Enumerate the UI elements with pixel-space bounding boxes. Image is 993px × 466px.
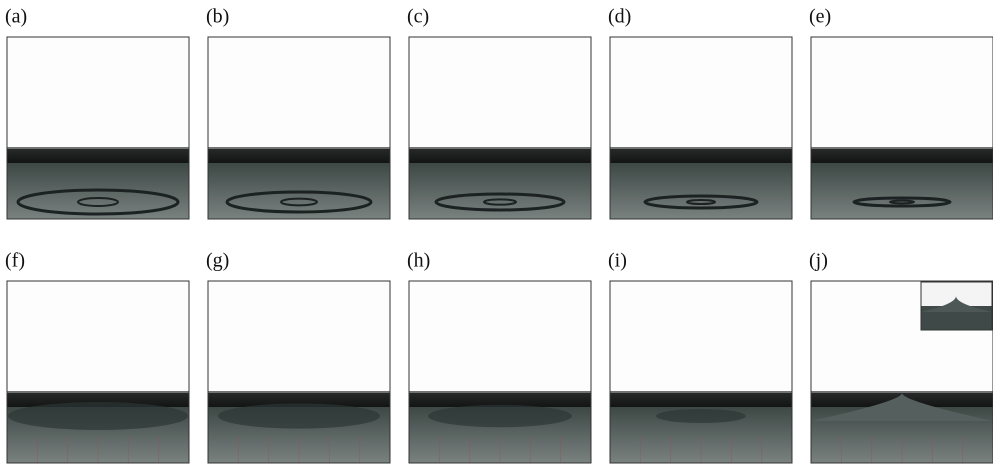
panel-image xyxy=(609,36,793,220)
panel-label: (h) xyxy=(407,250,430,272)
panel-border xyxy=(6,36,190,220)
panel-border xyxy=(810,36,993,220)
panel-image xyxy=(408,280,592,464)
ripple xyxy=(643,194,759,210)
panel-label: (g) xyxy=(206,250,229,272)
panel-image xyxy=(6,280,190,464)
jet-peak xyxy=(811,393,993,421)
panel-image xyxy=(408,36,592,220)
panel-border xyxy=(207,36,391,220)
ripple-inner xyxy=(889,199,915,205)
panel-border xyxy=(810,280,993,464)
inset-peak xyxy=(921,296,992,312)
tank-rim xyxy=(7,147,189,163)
panel-border xyxy=(408,36,592,220)
water xyxy=(811,162,993,219)
panel-label: (i) xyxy=(608,250,627,272)
panel-image xyxy=(609,280,793,464)
ripple xyxy=(434,192,566,212)
panel-border xyxy=(609,280,793,464)
ripple-inner xyxy=(77,197,119,207)
tank-rim xyxy=(409,391,591,407)
tank-rim xyxy=(811,147,993,163)
tank-rim xyxy=(208,147,390,163)
panel-border xyxy=(6,280,190,464)
panel-label: (j) xyxy=(809,250,828,272)
ripple xyxy=(852,196,952,208)
panel-label: (f) xyxy=(5,250,25,272)
ripple-inner xyxy=(483,198,517,206)
panel-label: (b) xyxy=(206,6,229,28)
panel-label: (a) xyxy=(5,6,27,28)
tank-rim xyxy=(610,391,792,407)
ripple xyxy=(16,188,180,216)
water xyxy=(610,162,792,219)
panel-label: (e) xyxy=(809,6,831,28)
tank-rim xyxy=(610,147,792,163)
panel-label: (d) xyxy=(608,6,631,28)
tank-rim xyxy=(208,391,390,407)
depression xyxy=(8,402,188,430)
panel-border xyxy=(609,36,793,220)
depression xyxy=(218,403,380,429)
ripple-inner xyxy=(280,197,318,207)
tank-rim xyxy=(7,391,189,407)
ripple xyxy=(225,190,373,214)
ripple-inner xyxy=(686,199,716,205)
panel-border xyxy=(207,280,391,464)
inset-border xyxy=(920,281,993,331)
depression xyxy=(656,409,746,423)
panel-image xyxy=(810,36,993,220)
tank-rim xyxy=(409,147,591,163)
panel-border xyxy=(408,280,592,464)
panel-label: (c) xyxy=(407,6,429,28)
panel-image xyxy=(207,36,391,220)
depression xyxy=(428,404,572,428)
panel-image xyxy=(207,280,391,464)
inset xyxy=(920,281,993,331)
panel-image xyxy=(6,36,190,220)
